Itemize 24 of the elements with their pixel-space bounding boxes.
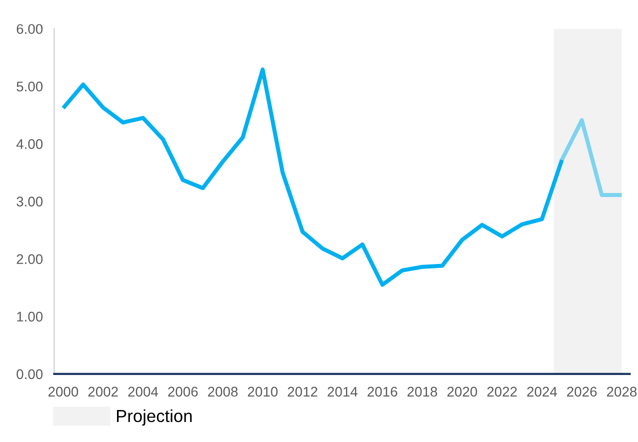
x-tick-label: 2022 bbox=[487, 386, 517, 397]
x-tick-label: 2014 bbox=[328, 386, 358, 397]
line-series bbox=[61, 68, 564, 287]
x-tick-label: 2012 bbox=[288, 386, 318, 397]
y-tick-label: 3.00 bbox=[16, 196, 43, 206]
x-tick-label: 2008 bbox=[208, 386, 238, 397]
y-tick-label: 0.00 bbox=[16, 369, 43, 380]
x-tick-label: 2028 bbox=[606, 386, 637, 397]
x-tick-label: 2026 bbox=[567, 386, 597, 397]
x-tick-label: 2024 bbox=[527, 386, 557, 397]
legend-label: Projection bbox=[117, 409, 192, 426]
x-tick-label: 2004 bbox=[128, 386, 158, 397]
x-tick-label: 2002 bbox=[88, 386, 118, 397]
y-tick-label: 5.00 bbox=[16, 82, 43, 92]
x-tick-label: 2000 bbox=[48, 386, 78, 397]
x-tick-label: 2006 bbox=[168, 386, 198, 397]
x-tick-label: 2018 bbox=[408, 386, 438, 397]
x-tick-label: 2016 bbox=[368, 386, 398, 397]
y-tick-label: 1.00 bbox=[17, 312, 43, 322]
x-tick-label: 2020 bbox=[447, 386, 478, 397]
x-tick-label: 2010 bbox=[248, 386, 278, 397]
y-tick-label: 6.00 bbox=[16, 24, 43, 34]
y-tick-label: 2.00 bbox=[16, 254, 43, 264]
y-tick-label: 4.00 bbox=[16, 139, 43, 149]
